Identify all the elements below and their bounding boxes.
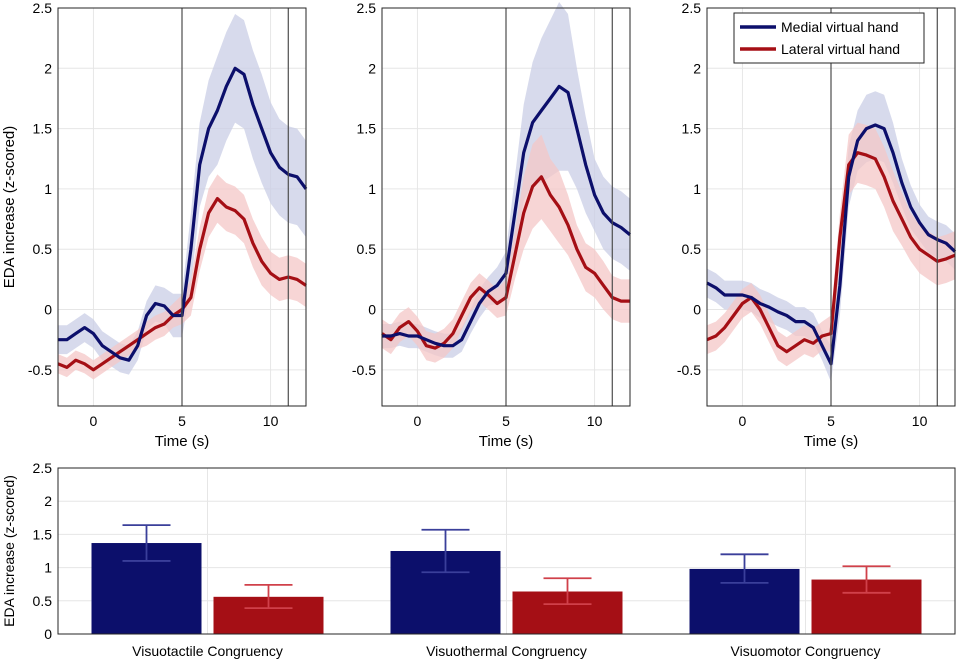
y-tick-label: 1: [44, 181, 52, 197]
y-tick-label: 0.5: [33, 241, 53, 257]
y-tick-label: 0.5: [357, 241, 377, 257]
legend-label-lateral: Lateral virtual hand: [781, 41, 900, 57]
y-tick-label: 1.5: [357, 121, 377, 137]
legend-label-medial: Medial virtual hand: [781, 19, 899, 35]
confidence-band-lateral: [58, 174, 306, 380]
axes-frame: [706, 7, 956, 407]
confidence-band-medial: [707, 91, 955, 382]
x-tick-label: 5: [502, 413, 510, 429]
y-tick-label: 1: [693, 181, 701, 197]
visuothermal-timecourse-panel: 0 5 10 -0.5 0 0.5 1 1.5 2 2.5 Time (s): [352, 0, 632, 450]
y-tick-label: 2: [44, 493, 52, 509]
visuomotor-timecourse-panel: 0 5 10 -0.5 0 0.5 1 1.5 2 2.5 Time (s): [677, 0, 957, 450]
x-tick-label: 0: [739, 413, 747, 429]
y-tick-label: 2.5: [33, 0, 53, 16]
confidence-band-lateral: [382, 134, 630, 363]
y-tick-label: 0: [368, 302, 376, 318]
y-axis-label: EDA increase (z-scored): [1, 126, 18, 289]
x-tick-label: 5: [827, 413, 835, 429]
x-tick-label: 10: [587, 413, 603, 429]
y-tick-label: 1.5: [33, 526, 53, 542]
y-tick-label: 0: [44, 302, 52, 318]
y-tick-label: 2: [44, 60, 52, 76]
y-tick-label: 1: [44, 560, 52, 576]
x-axis-label: Time (s): [804, 433, 858, 450]
x-tick-label: 0: [414, 413, 422, 429]
y-tick-label: 1.5: [682, 121, 702, 137]
legend: Medial virtual hand Lateral virtual hand: [733, 12, 925, 64]
x-tick-label: 5: [178, 413, 186, 429]
confidence-band-lateral: [707, 122, 955, 367]
x-tick-label: 0: [90, 413, 98, 429]
y-tick-label: -0.5: [352, 362, 376, 378]
category-label: Visuomotor Congruency: [731, 643, 881, 659]
legend-box: [733, 12, 925, 64]
axes-frame: [57, 467, 956, 635]
y-tick-label: -0.5: [677, 362, 701, 378]
y-tick-label: -0.5: [28, 362, 52, 378]
axes-frame: [57, 7, 307, 407]
y-tick-label: 2.5: [357, 0, 377, 16]
confidence-band-medial: [58, 14, 306, 375]
x-tick-label: 10: [912, 413, 928, 429]
y-tick-label: 0.5: [33, 593, 53, 609]
category-label: Visuotactile Congruency: [132, 643, 283, 659]
x-axis-label: Time (s): [479, 433, 533, 450]
y-axis-label: EDA increase (z-scored): [1, 475, 17, 627]
y-tick-label: 0: [44, 626, 52, 642]
x-tick-label: 10: [263, 413, 279, 429]
y-tick-label: 1.5: [33, 121, 53, 137]
y-tick-label: 2.5: [33, 460, 53, 476]
y-tick-label: 2: [693, 60, 701, 76]
y-tick-label: 2.5: [682, 0, 702, 16]
category-label: Visuothermal Congruency: [426, 643, 587, 659]
y-tick-label: 1: [368, 181, 376, 197]
visuotactile-timecourse-panel: 0 5 10 -0.5 0 0.5 1 1.5 2 2.5 Time (s) EDA increase…: [1, 0, 308, 450]
axes-frame: [381, 7, 631, 407]
y-tick-label: 0: [693, 302, 701, 318]
y-tick-label: 0.5: [682, 241, 702, 257]
y-tick-label: 2: [368, 60, 376, 76]
x-axis-label: Time (s): [155, 433, 209, 450]
summary-bar-panel: Visuotactile Congruency Visuothermal Cong…: [1, 460, 956, 659]
